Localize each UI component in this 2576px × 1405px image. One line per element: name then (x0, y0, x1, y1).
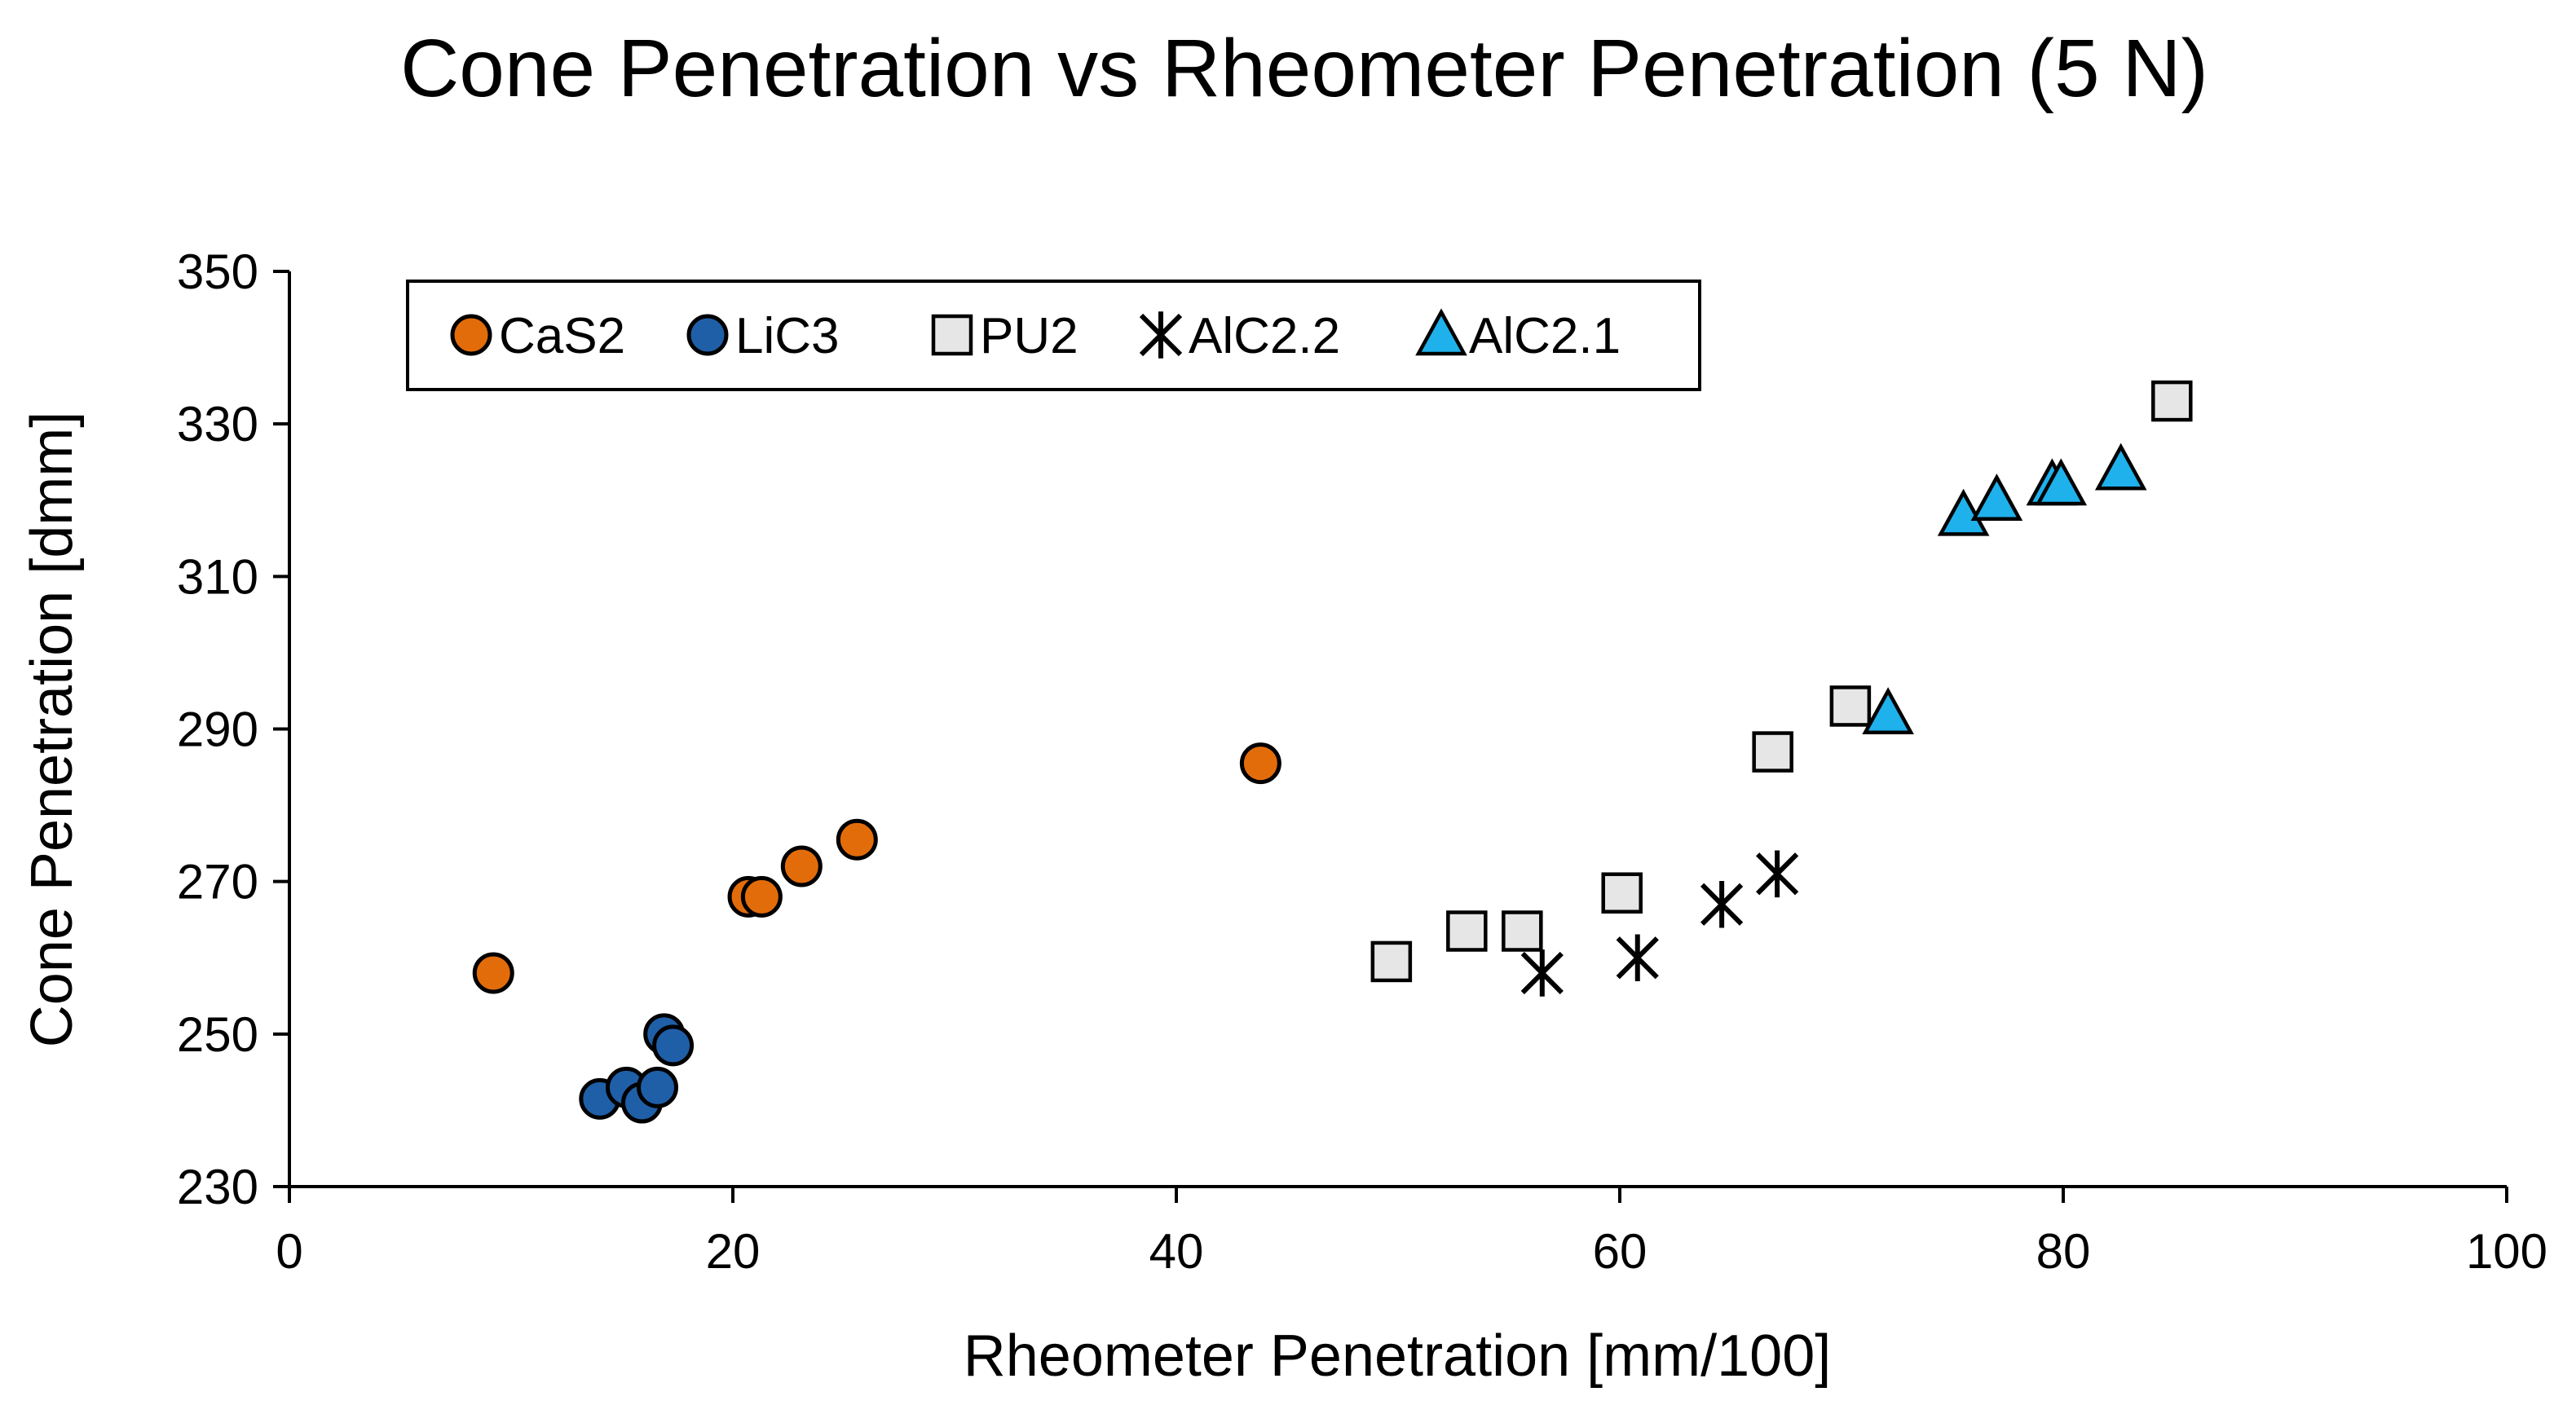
x-tick-label: 20 (706, 1224, 761, 1279)
legend-item-cas2: CaS2 (450, 308, 625, 364)
legend-item-pu2: PU2 (931, 308, 1078, 364)
legend-item-alc2-1: AlC2.1 (1415, 308, 1621, 364)
legend-label-alc2-2: AlC2.2 (1189, 308, 1340, 364)
data-point-pu2 (1601, 872, 1643, 914)
data-point-alc2-2 (1520, 949, 1564, 997)
data-point-cas2 (1239, 742, 1281, 785)
legend-marker-pu2 (931, 314, 973, 356)
x-axis-ticks: 0 20 40 60 80 100 (276, 1187, 2547, 1279)
data-point-cas2 (740, 875, 783, 918)
legend-items: CaS2 LiC3 PU2 AlC2.2 AlC2.1 (450, 308, 1621, 364)
data-point-alc2-1 (1862, 687, 1914, 734)
y-tick-label: 350 (177, 244, 258, 299)
legend-label-pu2: PU2 (980, 308, 1078, 364)
series-cas2 (472, 742, 1281, 994)
data-points (472, 380, 2193, 1124)
data-point-pu2 (1446, 910, 1488, 952)
x-tick-label: 100 (2466, 1224, 2547, 1279)
data-point-alc2-2 (1616, 934, 1659, 982)
data-point-alc2-1 (2035, 458, 2088, 506)
data-point-pu2 (1829, 685, 1872, 727)
x-tick-label: 0 (276, 1224, 302, 1279)
legend-marker-cas2 (450, 314, 492, 356)
legend: CaS2 LiC3 PU2 AlC2.2 AlC2.1 (406, 280, 1701, 391)
legend-marker-alc2-2 (1139, 311, 1183, 359)
legend-marker-alc2-1 (1415, 308, 1467, 356)
legend-label-cas2: CaS2 (499, 308, 625, 364)
y-tick-label: 310 (177, 549, 258, 604)
data-point-cas2 (472, 952, 514, 994)
data-point-pu2 (1752, 731, 1793, 773)
legend-item-alc2-2: AlC2.2 (1139, 308, 1340, 364)
legend-box (406, 280, 1701, 391)
x-axis-label: Rheometer Penetration [mm/100] (964, 1324, 1832, 1389)
data-point-lic3 (637, 1066, 679, 1108)
legend-marker-lic3 (686, 314, 729, 356)
series-pu2 (1370, 380, 2193, 983)
data-point-cas2 (836, 818, 878, 861)
y-tick-label: 250 (177, 1007, 258, 1062)
series-lic3 (579, 1013, 695, 1124)
data-point-pu2 (2151, 380, 2193, 422)
legend-label-alc2-1: AlC2.1 (1469, 308, 1621, 364)
y-tick-label: 230 (177, 1160, 258, 1214)
y-axis-label: Cone Penetration [dmm] (20, 412, 85, 1047)
chart-title: Cone Penetration vs Rheometer Penetratio… (400, 23, 2208, 114)
x-tick-label: 80 (2036, 1224, 2091, 1279)
data-point-alc2-1 (2094, 443, 2147, 491)
x-tick-label: 60 (1593, 1224, 1647, 1279)
x-tick-label: 40 (1149, 1224, 1204, 1279)
axes: 0 20 40 60 80 100 230 250 270 290 310 330 350 (177, 244, 2547, 1279)
y-tick-label: 290 (177, 702, 258, 757)
legend-label-lic3: LiC3 (735, 308, 840, 364)
y-axis-ticks: 230 250 270 290 310 330 350 (177, 244, 289, 1214)
data-point-cas2 (780, 845, 823, 887)
legend-item-lic3: LiC3 (686, 308, 840, 364)
y-tick-label: 330 (177, 397, 258, 451)
data-point-pu2 (1370, 940, 1413, 983)
data-point-lic3 (652, 1024, 695, 1067)
data-point-pu2 (1502, 910, 1543, 952)
data-point-alc2-2 (1700, 880, 1744, 928)
data-point-alc2-2 (1755, 850, 1799, 898)
y-tick-label: 270 (177, 855, 258, 910)
series-alc2-1 (1862, 443, 2147, 734)
data-point-alc2-1 (1970, 473, 2023, 521)
series-alc2-2 (1520, 850, 1799, 997)
